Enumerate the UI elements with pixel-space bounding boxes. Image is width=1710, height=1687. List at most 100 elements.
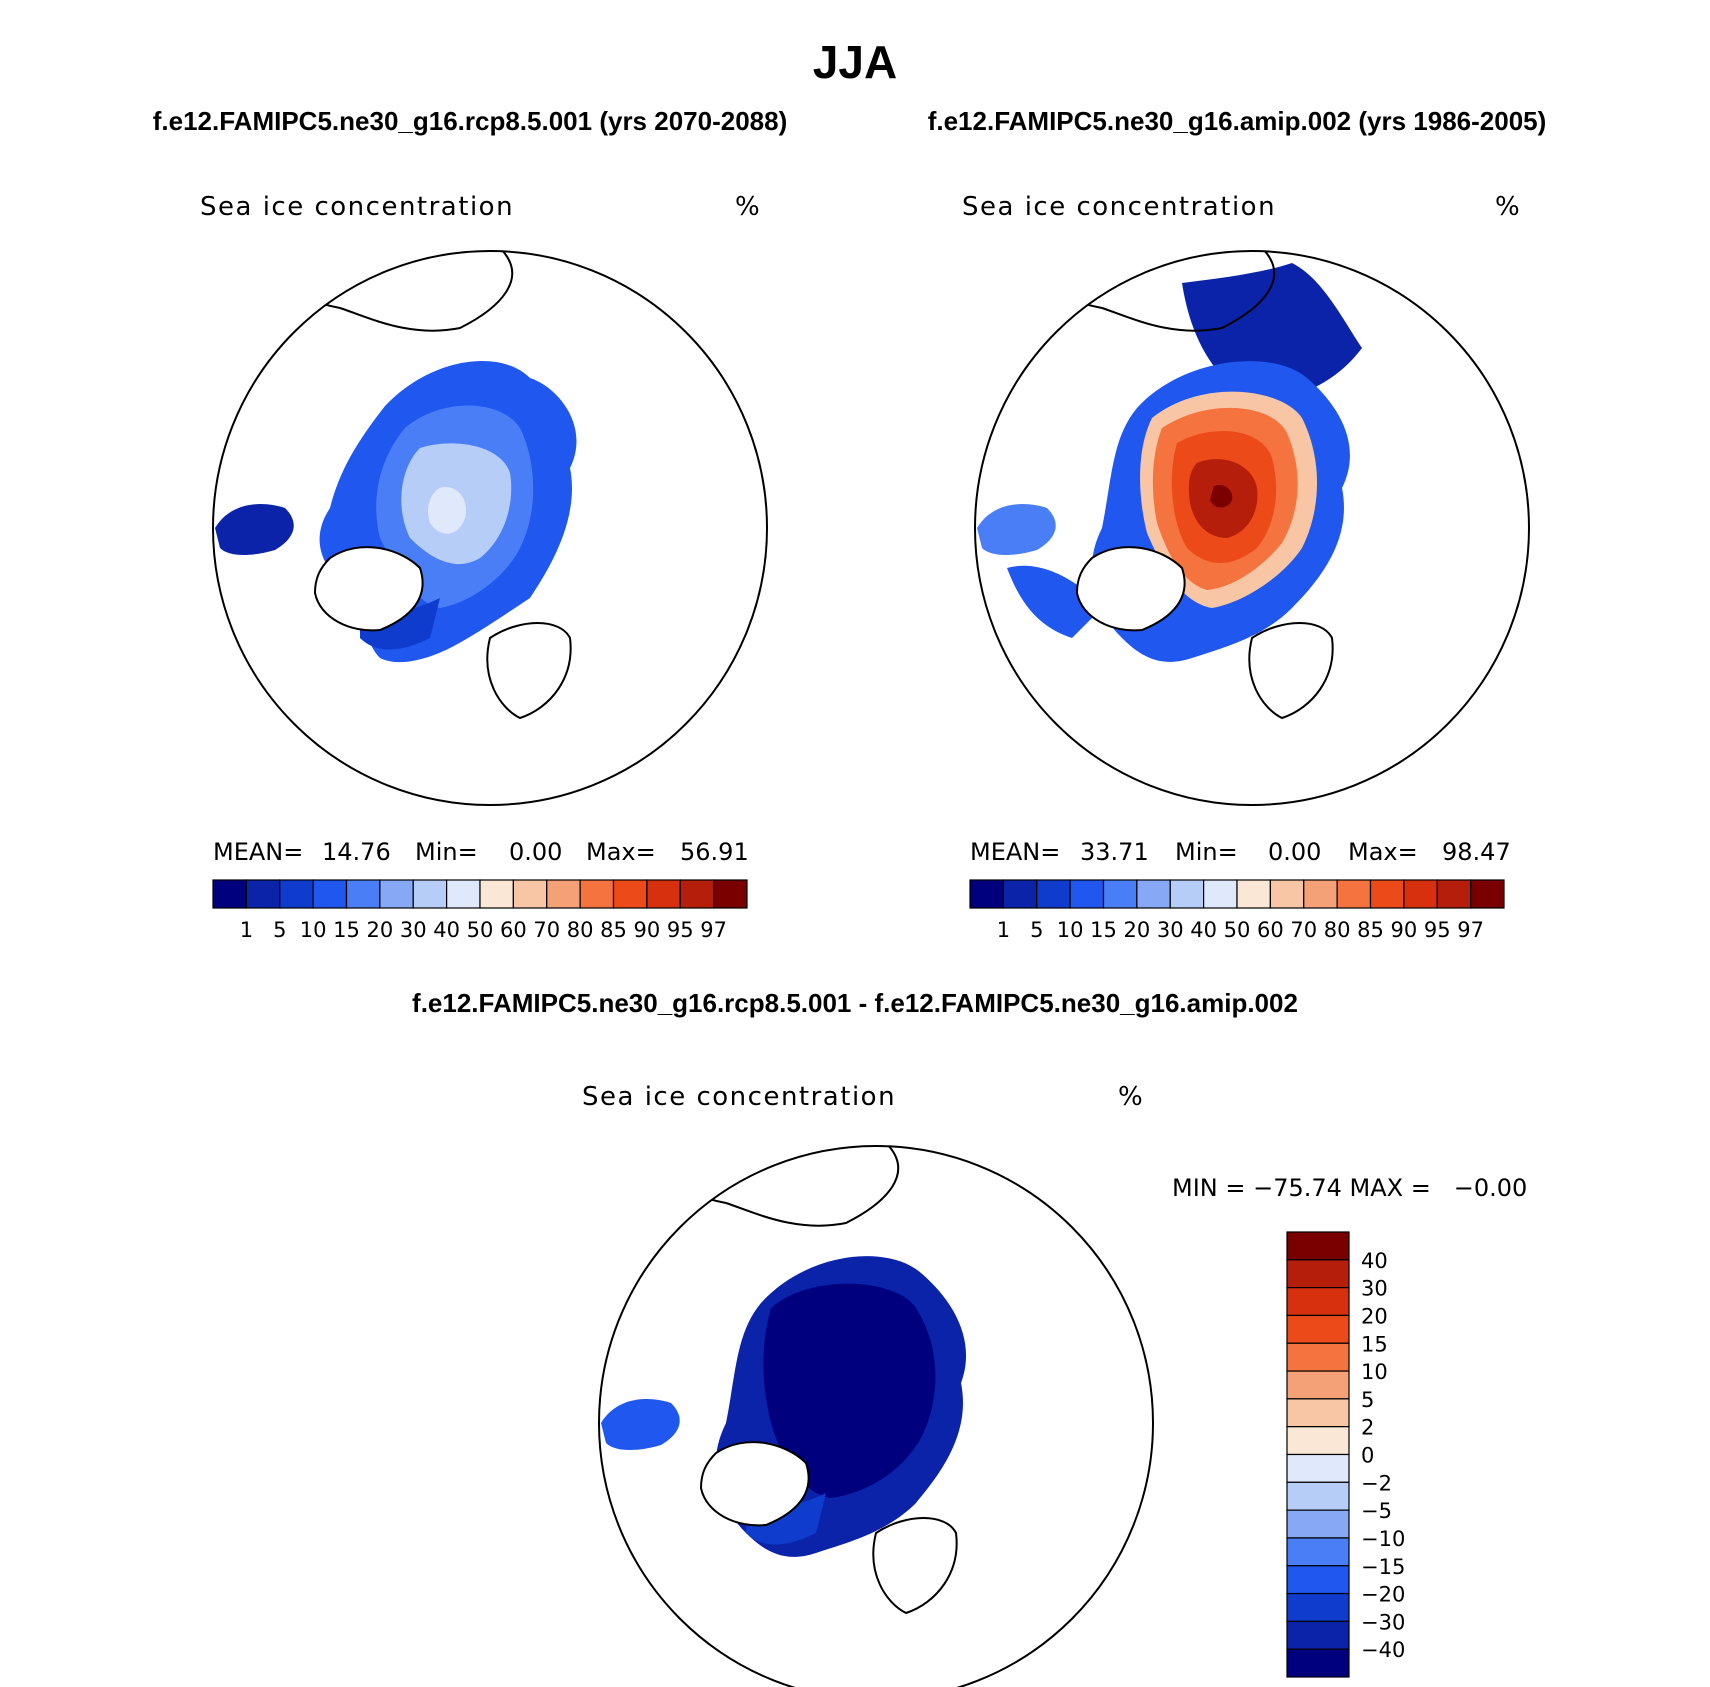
panel-difference: Sea ice concentration % MIN = −75.74 MAX… bbox=[582, 1082, 1527, 1687]
panel2-colorbar-swatch bbox=[969, 879, 1004, 909]
panel1-min-label: Min= bbox=[415, 838, 478, 866]
panel3-colorbar-swatch bbox=[1286, 1426, 1350, 1456]
panel3-colorbar-tick-label: 40 bbox=[1361, 1249, 1388, 1273]
panel1-colorbar-tick-label: 30 bbox=[400, 918, 427, 942]
panel-historical: Sea ice concentration % MEAN= 33.71 Min= bbox=[962, 192, 1530, 942]
panel2-colorbar-tick-label: 90 bbox=[1391, 918, 1418, 942]
panel2-colorbar-tick-label: 20 bbox=[1124, 918, 1151, 942]
panel2-baffin-bay bbox=[1007, 565, 1102, 638]
panel1-colorbar-swatch bbox=[713, 879, 748, 909]
panel1-colorbar-tick-label: 10 bbox=[300, 918, 327, 942]
panel1-siberia-coast bbox=[228, 251, 514, 332]
panel3-colorbar-tick-label: −30 bbox=[1361, 1610, 1405, 1634]
panel1-colorbar-tick-label: 90 bbox=[634, 918, 661, 942]
panel1-colorbar-swatch bbox=[345, 879, 381, 909]
panel1-colorbar-tick-label: 80 bbox=[567, 918, 594, 942]
panel1-colorbar-tick-label: 20 bbox=[367, 918, 394, 942]
panel2-colorbar-swatch bbox=[1436, 879, 1472, 909]
panel2-max-label: Max= bbox=[1348, 838, 1418, 866]
panel1-map bbox=[212, 250, 768, 806]
panel3-colorbar-swatch bbox=[1286, 1565, 1350, 1595]
panel2-colorbar-swatch bbox=[1303, 879, 1338, 909]
panel1-colorbar-swatch bbox=[245, 879, 281, 909]
panel2-colorbar-tick-label: 85 bbox=[1357, 918, 1384, 942]
panel2-colorbar-swatch bbox=[1269, 879, 1305, 909]
panel2-colorbar-tick-label: 60 bbox=[1257, 918, 1284, 942]
panel1-colorbar-tick-label: 95 bbox=[667, 918, 694, 942]
panel2-scandinavia bbox=[1248, 622, 1334, 720]
panel3-map-border bbox=[598, 1145, 1154, 1687]
panel1-colorbar-swatch bbox=[546, 879, 581, 909]
right-case-title: f.e12.FAMIPC5.ne30_g16.amip.002 (yrs 198… bbox=[928, 106, 1547, 136]
panel1-colorbar-swatch bbox=[646, 879, 681, 909]
panel1-colorbar-tick-label: 97 bbox=[700, 918, 727, 942]
panel2-colorbar-swatch bbox=[1203, 879, 1238, 909]
panel3-colorbar-tick-label: −2 bbox=[1361, 1471, 1392, 1495]
panel3-colorbar-swatch bbox=[1286, 1231, 1350, 1261]
panel1-colorbar-tick-label: 40 bbox=[433, 918, 460, 942]
panel3-colorbar-swatch bbox=[1286, 1537, 1350, 1567]
panel1-greenland bbox=[313, 546, 424, 632]
panel2-hudson-bay bbox=[977, 504, 1056, 555]
panel3-colorbar-tick-label: 2 bbox=[1361, 1416, 1374, 1440]
panel3-colorbar-tick-label: −5 bbox=[1361, 1499, 1392, 1523]
panel1-colorbar-tick-label: 5 bbox=[273, 918, 286, 942]
panel1-colorbar-swatch bbox=[512, 879, 548, 909]
panel3-colorbar-swatch bbox=[1286, 1453, 1350, 1483]
panel1-hudson-bay bbox=[215, 504, 294, 555]
panel1-colorbar-tick-label: 70 bbox=[533, 918, 560, 942]
panel2-min-label: Min= bbox=[1175, 838, 1238, 866]
panel2-ice-97 bbox=[1210, 484, 1233, 508]
panel2-colorbar-tick-label: 50 bbox=[1224, 918, 1251, 942]
panel3-colorbar-swatch bbox=[1286, 1314, 1350, 1344]
panel2-colorbar: 1 5 10 15 20 30 40 50 60 70 80 85 90 95 97 bbox=[969, 879, 1505, 942]
panel3-colorbar-swatch bbox=[1286, 1342, 1350, 1372]
diff-case-title: f.e12.FAMIPC5.ne30_g16.rcp8.5.001 - f.e1… bbox=[412, 988, 1298, 1018]
panel1-colorbar-swatch bbox=[379, 879, 414, 909]
panel2-colorbar-tick-label: 10 bbox=[1057, 918, 1084, 942]
panel3-units: % bbox=[1118, 1082, 1143, 1112]
panel1-scandinavia bbox=[486, 622, 572, 720]
panel1-greenland-sea bbox=[360, 598, 440, 650]
panel2-mean-label: MEAN= bbox=[970, 838, 1060, 866]
panel3-map bbox=[598, 1145, 1154, 1687]
panel2-colorbar-tick-label: 15 bbox=[1090, 918, 1117, 942]
panel3-colorbar-tick-label: 30 bbox=[1361, 1277, 1388, 1301]
panel3-colorbar-tick-label: 20 bbox=[1361, 1304, 1388, 1328]
panel1-units: % bbox=[735, 192, 760, 222]
panel2-map-border bbox=[974, 250, 1530, 806]
panel1-colorbar-swatch bbox=[412, 879, 448, 909]
panel3-colorbar-swatch bbox=[1286, 1370, 1350, 1400]
panel3-colorbar-swatch bbox=[1286, 1481, 1350, 1511]
panel2-mean-value: 33.71 bbox=[1080, 838, 1149, 866]
panel1-colorbar-swatch bbox=[279, 879, 314, 909]
panel2-min-value: 0.00 bbox=[1268, 838, 1321, 866]
panel2-colorbar-tick-label: 40 bbox=[1190, 918, 1217, 942]
panel2-colorbar-swatch bbox=[1403, 879, 1438, 909]
panel1-colorbar: 1 5 10 15 20 30 40 50 60 70 80 85 90 95 97 bbox=[212, 879, 748, 942]
panel1-max-label: Max= bbox=[586, 838, 656, 866]
panel1-mean-label: MEAN= bbox=[213, 838, 303, 866]
panel3-greenland bbox=[699, 1441, 810, 1527]
panel3-colorbar-swatch bbox=[1286, 1620, 1350, 1650]
panel1-colorbar-swatch bbox=[312, 879, 348, 909]
panel3-ice-core bbox=[763, 1283, 936, 1498]
panel3-colorbar-swatch bbox=[1286, 1259, 1350, 1289]
panel3-minmax: MIN = −75.74 MAX = −0.00 bbox=[1172, 1174, 1527, 1202]
figure-title: JJA bbox=[813, 36, 897, 88]
panel2-units: % bbox=[1495, 192, 1520, 222]
panel1-max-value: 56.91 bbox=[680, 838, 749, 866]
panel3-colorbar-tick-label: 15 bbox=[1361, 1332, 1388, 1356]
panel2-colorbar-swatch bbox=[1369, 879, 1405, 909]
panel3-colorbar-tick-label: −20 bbox=[1361, 1583, 1405, 1607]
panel2-colorbar-tick-label: 5 bbox=[1030, 918, 1043, 942]
panel3-scandinavia bbox=[872, 1517, 958, 1615]
panel1-colorbar-swatch bbox=[612, 879, 648, 909]
panel2-colorbar-swatch bbox=[1236, 879, 1271, 909]
panel3-colorbar-swatch bbox=[1286, 1398, 1350, 1428]
panel1-colorbar-swatch bbox=[212, 879, 247, 909]
panel1-mean-value: 14.76 bbox=[322, 838, 391, 866]
panel2-colorbar-tick-label: 95 bbox=[1424, 918, 1451, 942]
